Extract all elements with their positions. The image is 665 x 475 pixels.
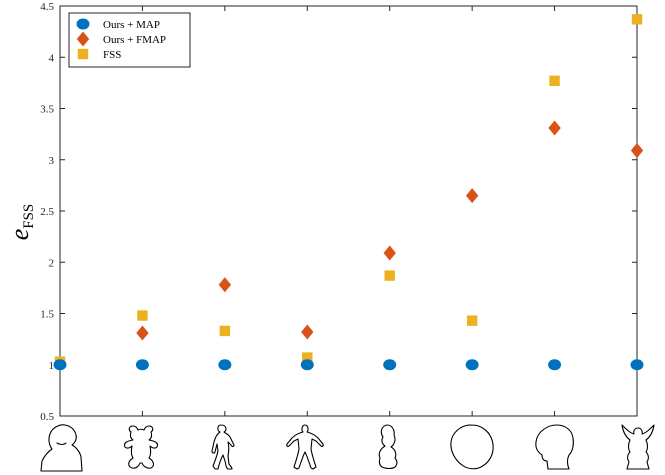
circle-marker xyxy=(630,359,644,371)
circle-marker xyxy=(135,359,149,371)
diamond-marker xyxy=(630,143,644,159)
diamond-marker xyxy=(465,188,479,204)
dancer-shape-icon xyxy=(211,424,235,470)
teddy-bear-shape-icon xyxy=(123,425,159,469)
human-figure-shape-icon xyxy=(286,424,324,470)
legend-square-marker xyxy=(77,48,89,60)
circle-marker xyxy=(300,359,314,371)
statue-shape-icon xyxy=(621,424,655,470)
square-marker xyxy=(631,14,643,25)
y-axis-label-subscript: FSS xyxy=(21,204,37,229)
diamond-marker xyxy=(548,120,561,136)
y-axis-label-main: e xyxy=(5,229,34,241)
square-marker xyxy=(549,75,560,87)
square-marker xyxy=(384,270,395,281)
data-points xyxy=(53,14,644,371)
square-marker xyxy=(466,315,478,326)
y-tick-label: 2.5 xyxy=(40,206,54,218)
legend-box xyxy=(68,12,191,68)
y-tick-label: 3.5 xyxy=(40,104,54,116)
y-tick-label: 1.5 xyxy=(40,309,54,321)
circle-marker xyxy=(383,359,397,371)
y-tick-label: 1 xyxy=(49,360,55,372)
svg-text:eFSS: eFSS xyxy=(5,204,37,241)
y-tick-label: 4.5 xyxy=(40,1,54,13)
torso-shape-icon xyxy=(40,424,83,472)
circle-marker xyxy=(218,359,232,371)
bust-shape-icon xyxy=(378,424,398,470)
x-axis-shape-icons xyxy=(40,424,655,472)
square-marker xyxy=(137,310,148,321)
diamond-marker xyxy=(383,245,396,261)
circle-marker xyxy=(53,359,67,371)
head-shape-icon xyxy=(535,424,574,470)
diamond-marker xyxy=(136,325,149,341)
square-marker xyxy=(219,325,231,337)
diamond-marker xyxy=(218,277,232,293)
y-axis-label: eFSS xyxy=(5,204,37,241)
y-tick-label: 2 xyxy=(49,257,55,269)
blob-shape-icon xyxy=(450,424,494,470)
legend-diamond-marker xyxy=(76,31,90,47)
circle-marker xyxy=(548,359,562,371)
square-marker xyxy=(302,352,313,363)
legend-circle-marker xyxy=(76,18,90,30)
y-tick-label: 0.5 xyxy=(40,411,54,423)
circle-marker xyxy=(465,359,479,371)
y-tick-label: 3 xyxy=(49,155,55,167)
legend-label: Ours + FMAP xyxy=(103,34,166,46)
legend: Ours + MAP Ours + FMAP FSS xyxy=(68,12,191,68)
legend-label: FSS xyxy=(103,49,121,61)
diamond-marker xyxy=(301,324,314,340)
legend-label: Ours + MAP xyxy=(103,19,160,31)
y-tick-label: 4 xyxy=(49,52,55,64)
